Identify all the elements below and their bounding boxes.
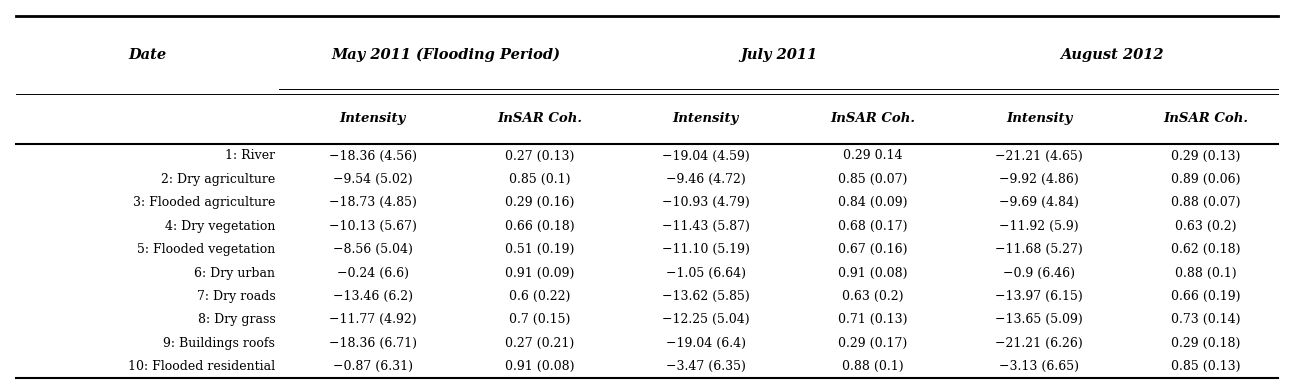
Text: −19.04 (4.59): −19.04 (4.59) [663, 149, 749, 163]
Text: 0.29 0.14: 0.29 0.14 [842, 149, 902, 163]
Text: 0.29 (0.18): 0.29 (0.18) [1171, 337, 1240, 350]
Text: −10.93 (4.79): −10.93 (4.79) [663, 196, 749, 209]
Text: InSAR Coh.: InSAR Coh. [829, 112, 915, 126]
Text: −11.43 (5.87): −11.43 (5.87) [663, 220, 751, 233]
Text: −18.73 (4.85): −18.73 (4.85) [329, 196, 417, 209]
Text: Intensity: Intensity [673, 112, 739, 126]
Text: −21.21 (6.26): −21.21 (6.26) [995, 337, 1083, 350]
Text: 0.27 (0.13): 0.27 (0.13) [505, 149, 575, 163]
Text: May 2011 (Flooding Period): May 2011 (Flooding Period) [331, 48, 560, 62]
Text: 0.6 (0.22): 0.6 (0.22) [509, 290, 571, 303]
Text: −11.68 (5.27): −11.68 (5.27) [995, 243, 1083, 256]
Text: −11.92 (5.9): −11.92 (5.9) [999, 220, 1079, 233]
Text: −3.47 (6.35): −3.47 (6.35) [666, 360, 745, 373]
Text: 0.27 (0.21): 0.27 (0.21) [505, 337, 575, 350]
Text: −0.24 (6.6): −0.24 (6.6) [336, 266, 409, 280]
Text: 0.91 (0.08): 0.91 (0.08) [837, 266, 907, 280]
Text: 0.71 (0.13): 0.71 (0.13) [837, 313, 907, 326]
Text: 8: Dry grass: 8: Dry grass [198, 313, 276, 326]
Text: 0.7 (0.15): 0.7 (0.15) [509, 313, 571, 326]
Text: Date: Date [128, 48, 167, 62]
Text: InSAR Coh.: InSAR Coh. [497, 112, 582, 126]
Text: 0.51 (0.19): 0.51 (0.19) [505, 243, 575, 256]
Text: 0.84 (0.09): 0.84 (0.09) [837, 196, 907, 209]
Text: −11.10 (5.19): −11.10 (5.19) [663, 243, 751, 256]
Text: −10.13 (5.67): −10.13 (5.67) [329, 220, 417, 233]
Text: 0.68 (0.17): 0.68 (0.17) [837, 220, 907, 233]
Text: August 2012: August 2012 [1060, 48, 1163, 62]
Text: 1: River: 1: River [225, 149, 276, 163]
Text: −12.25 (5.04): −12.25 (5.04) [663, 313, 749, 326]
Text: 0.67 (0.16): 0.67 (0.16) [837, 243, 907, 256]
Text: −19.04 (6.4): −19.04 (6.4) [666, 337, 745, 350]
Text: 0.91 (0.09): 0.91 (0.09) [505, 266, 575, 280]
Text: −1.05 (6.64): −1.05 (6.64) [666, 266, 745, 280]
Text: 0.66 (0.18): 0.66 (0.18) [505, 220, 575, 233]
Text: −9.69 (4.84): −9.69 (4.84) [999, 196, 1079, 209]
Text: 5: Flooded vegetation: 5: Flooded vegetation [137, 243, 276, 256]
Text: 0.85 (0.13): 0.85 (0.13) [1171, 360, 1241, 373]
Text: 7: Dry roads: 7: Dry roads [197, 290, 276, 303]
Text: −13.97 (6.15): −13.97 (6.15) [995, 290, 1083, 303]
Text: 0.73 (0.14): 0.73 (0.14) [1171, 313, 1241, 326]
Text: 0.29 (0.16): 0.29 (0.16) [505, 196, 575, 209]
Text: 10: Flooded residential: 10: Flooded residential [128, 360, 276, 373]
Text: −9.46 (4.72): −9.46 (4.72) [666, 173, 745, 186]
Text: 0.63 (0.2): 0.63 (0.2) [842, 290, 903, 303]
Text: −13.65 (5.09): −13.65 (5.09) [995, 313, 1083, 326]
Text: −21.21 (4.65): −21.21 (4.65) [995, 149, 1083, 163]
Text: Intensity: Intensity [1005, 112, 1073, 126]
Text: 0.63 (0.2): 0.63 (0.2) [1175, 220, 1236, 233]
Text: −18.36 (4.56): −18.36 (4.56) [329, 149, 417, 163]
Text: July 2011: July 2011 [740, 48, 818, 62]
Text: −13.46 (6.2): −13.46 (6.2) [333, 290, 413, 303]
Text: −3.13 (6.65): −3.13 (6.65) [999, 360, 1079, 373]
Text: −0.87 (6.31): −0.87 (6.31) [333, 360, 413, 373]
Text: 0.85 (0.1): 0.85 (0.1) [509, 173, 571, 186]
Text: −9.92 (4.86): −9.92 (4.86) [999, 173, 1079, 186]
Text: 2: Dry agriculture: 2: Dry agriculture [160, 173, 276, 186]
Text: 0.89 (0.06): 0.89 (0.06) [1171, 173, 1241, 186]
Text: 0.29 (0.13): 0.29 (0.13) [1171, 149, 1240, 163]
Text: 0.85 (0.07): 0.85 (0.07) [837, 173, 907, 186]
Text: Intensity: Intensity [340, 112, 406, 126]
Text: InSAR Coh.: InSAR Coh. [1163, 112, 1249, 126]
Text: −11.77 (4.92): −11.77 (4.92) [329, 313, 417, 326]
Text: 0.91 (0.08): 0.91 (0.08) [505, 360, 575, 373]
Text: 0.88 (0.07): 0.88 (0.07) [1171, 196, 1241, 209]
Text: 0.62 (0.18): 0.62 (0.18) [1171, 243, 1241, 256]
Text: −8.56 (5.04): −8.56 (5.04) [333, 243, 413, 256]
Text: 4: Dry vegetation: 4: Dry vegetation [164, 220, 276, 233]
Text: 0.66 (0.19): 0.66 (0.19) [1171, 290, 1241, 303]
Text: −13.62 (5.85): −13.62 (5.85) [663, 290, 749, 303]
Text: 3: Flooded agriculture: 3: Flooded agriculture [133, 196, 276, 209]
Text: 0.88 (0.1): 0.88 (0.1) [841, 360, 903, 373]
Text: 6: Dry urban: 6: Dry urban [194, 266, 276, 280]
Text: 0.88 (0.1): 0.88 (0.1) [1175, 266, 1237, 280]
Text: −9.54 (5.02): −9.54 (5.02) [333, 173, 413, 186]
Text: −18.36 (6.71): −18.36 (6.71) [329, 337, 417, 350]
Text: 9: Buildings roofs: 9: Buildings roofs [163, 337, 276, 350]
Text: −0.9 (6.46): −0.9 (6.46) [1003, 266, 1075, 280]
Text: 0.29 (0.17): 0.29 (0.17) [839, 337, 907, 350]
